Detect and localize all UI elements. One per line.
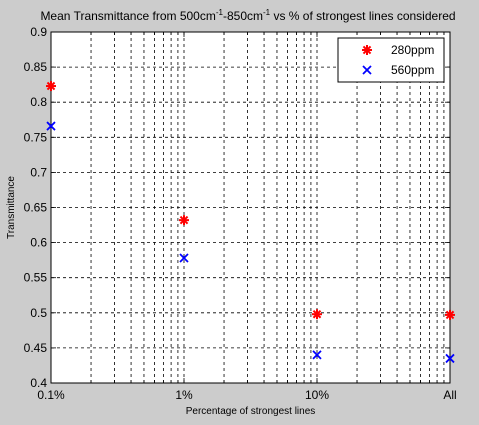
point-560ppm-stroke [445,353,455,364]
y-tick-label: 0.45 [24,341,48,355]
y-axis-label: Transmittance [6,176,17,239]
y-tick-label: 0.75 [24,130,48,144]
y-tick-label: 0.85 [24,60,48,74]
x-tick-label: 10% [305,388,329,402]
title-part-mid: -850cm [223,9,263,23]
point-280ppm [445,309,455,320]
y-tick-label: 0.8 [30,95,47,109]
point-560ppm-stroke [46,121,56,131]
title-part-suffix: vs % of strongest lines considered [270,9,455,23]
point-560ppm [46,121,56,131]
y-tick-label: 0.55 [24,271,48,285]
x-tick-label: All [443,388,456,402]
grid-lines [51,32,450,383]
chart-title: Mean Transmittance from 500cm-1-850cm-1 … [40,8,455,23]
title-superscript-1: -1 [216,8,224,17]
point-560ppm [312,350,322,360]
legend-label-560ppm: 560ppm [391,63,434,77]
y-tick-label: 0.5 [30,306,47,320]
point-280ppm-stroke [312,309,322,319]
point-280ppm [179,215,189,226]
point-280ppm-stroke [46,81,56,91]
legend-marker-280ppm [362,45,372,55]
legend: 280ppm 560ppm [337,37,445,83]
x-axis-label: Percentage of strongest lines [186,406,316,417]
title-superscript-2: -1 [263,8,271,17]
point-280ppm [312,309,322,320]
point-280ppm-stroke [445,310,455,320]
y-tick-label: 0.9 [30,25,47,39]
tick-labels: 0.4 0.45 0.5 0.55 0.6 0.65 0.7 0.75 0.8 0.85 0.9 0.… [24,25,457,402]
y-tick-label: 0.6 [30,236,47,250]
data-points [46,81,455,364]
x-tick-label: 0.1% [37,388,65,402]
legend-marker-560ppm-stroke [362,65,372,75]
point-560ppm-stroke [179,253,189,263]
point-560ppm [445,353,455,364]
tick-marks [51,31,450,384]
legend-label-280ppm: 280ppm [391,43,434,57]
point-280ppm-stroke [179,215,189,225]
point-280ppm [46,81,56,92]
legend-box [337,37,445,83]
point-560ppm [179,253,189,263]
point-560ppm-stroke [312,350,322,360]
y-tick-label: 0.65 [24,201,48,215]
title-part-prefix: Mean Transmittance from 500cm [40,9,215,23]
y-tick-label: 0.7 [30,165,47,179]
legend-marker-560ppm [362,65,372,75]
x-tick-label: 1% [175,388,193,402]
legend-marker-280ppm-stroke [362,45,372,55]
y-tick-label: 0.4 [30,376,47,390]
